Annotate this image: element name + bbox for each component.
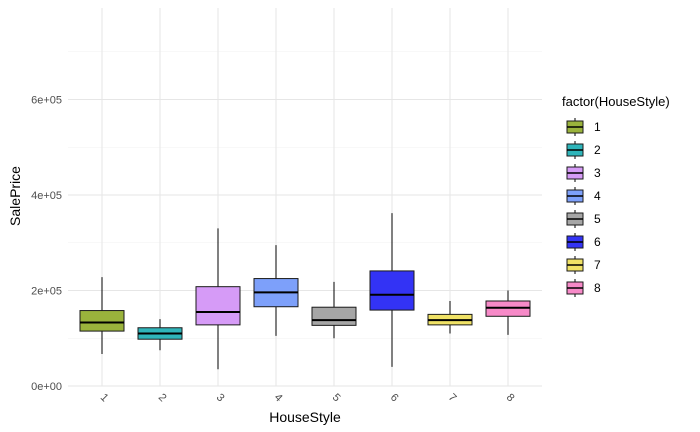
- x-tick-label: 4: [272, 391, 285, 404]
- x-tick-label: 8: [504, 391, 517, 404]
- legend-label: 5: [594, 212, 601, 226]
- legend-key-6: [566, 233, 584, 251]
- legend-label: 6: [594, 235, 601, 249]
- y-axis-title: SalePrice: [7, 166, 23, 226]
- legend-key-1: [566, 118, 584, 136]
- y-tick-label: 4e+05: [31, 190, 62, 202]
- legend-label: 2: [594, 143, 601, 157]
- box-body: [79, 310, 125, 332]
- x-tick-label: 7: [446, 391, 459, 404]
- box-7: [427, 301, 473, 334]
- legend-key-8: [566, 279, 584, 297]
- x-tick-label: 1: [98, 391, 111, 404]
- box-body: [311, 306, 357, 326]
- x-tick-label: 3: [214, 391, 227, 404]
- x-axis-title: HouseStyle: [269, 409, 341, 425]
- legend-key-7: [566, 256, 584, 274]
- legend-key-4: [566, 187, 584, 205]
- box-1: [79, 277, 125, 355]
- box-3: [195, 228, 241, 370]
- legend-label: 4: [594, 189, 601, 203]
- box-2: [137, 319, 183, 351]
- x-tick-label: 5: [330, 391, 343, 404]
- y-axis-ticks: 0e+00 2e+05 4e+05 6e+05: [31, 95, 62, 394]
- legend-label: 3: [594, 166, 601, 180]
- y-tick-label: 0e+00: [31, 381, 62, 393]
- legend-label: 7: [594, 258, 601, 272]
- y-tick-label: 6e+05: [31, 95, 62, 107]
- box-4: [253, 245, 299, 336]
- legend-label: 1: [594, 120, 601, 134]
- box-5: [311, 281, 357, 339]
- x-tick-label: 6: [388, 391, 401, 404]
- x-axis-ticks: 1 2 3 4 5 6 7 8: [98, 391, 517, 404]
- box-series: [79, 213, 531, 370]
- legend: factor(HouseStyle) 1 2 3 4 5 6 7 8: [562, 94, 670, 297]
- box-6: [369, 213, 415, 367]
- legend-title: factor(HouseStyle): [562, 94, 670, 109]
- legend-key-5: [566, 210, 584, 228]
- x-tick-label: 2: [156, 391, 169, 404]
- box-body: [369, 270, 415, 311]
- legend-label: 8: [594, 281, 601, 295]
- legend-key-2: [566, 141, 584, 159]
- y-tick-label: 2e+05: [31, 286, 62, 298]
- box-body: [195, 286, 241, 326]
- box-8: [485, 290, 531, 335]
- legend-key-3: [566, 164, 584, 182]
